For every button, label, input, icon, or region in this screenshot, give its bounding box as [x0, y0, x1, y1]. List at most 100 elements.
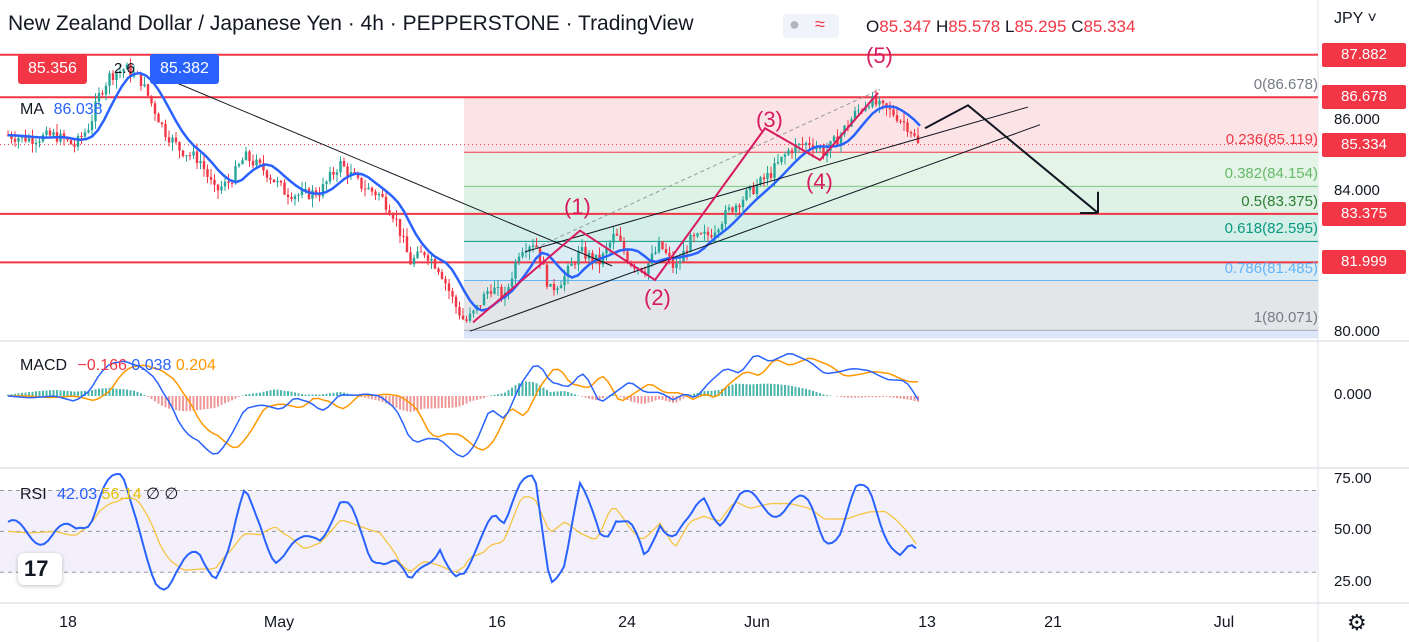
macd-histogram-bar	[378, 396, 380, 401]
candle-body	[454, 296, 458, 307]
macd-histogram-bar	[553, 391, 555, 396]
macd-label: MACD	[20, 357, 68, 374]
candle-body	[94, 101, 97, 122]
currency-selector[interactable]: JPY ˅	[1334, 10, 1377, 27]
candle-body	[195, 151, 199, 164]
ma-value: 86.038	[53, 101, 103, 118]
macd-histogram-bar	[406, 396, 408, 412]
macd-histogram-bar	[42, 390, 44, 396]
candle-body	[580, 247, 584, 252]
gear-icon[interactable]: ⚙	[1347, 610, 1367, 635]
candle-body	[185, 155, 188, 157]
candle-body	[741, 199, 745, 208]
candle-body	[507, 287, 510, 293]
candle-body	[90, 121, 94, 131]
candle-body	[447, 283, 451, 292]
candle-body	[853, 110, 857, 120]
candle-body	[38, 141, 41, 143]
candle-body	[451, 291, 454, 297]
low-key: L	[1004, 17, 1015, 36]
macd-histogram-bar	[819, 393, 821, 396]
macd-histogram-bar	[654, 396, 657, 401]
candle-body	[570, 263, 573, 266]
candle-body	[122, 69, 125, 72]
candle-body	[867, 106, 871, 108]
macd-histogram-bar	[546, 389, 548, 396]
macd-histogram-bar	[777, 384, 779, 396]
macd-histogram-bar	[262, 391, 265, 396]
macd-histogram-bar	[567, 392, 569, 396]
macd-legend: MACD −0.166 0.038 0.204	[20, 357, 216, 375]
macd-histogram-bar	[479, 396, 482, 399]
moving-average-line	[7, 71, 921, 312]
indicator-toggle-icon[interactable]: ● ≈	[783, 14, 839, 38]
rsi-value: 42.03	[57, 486, 98, 503]
candle-body	[899, 120, 902, 122]
macd-histogram-bar	[742, 383, 744, 396]
candle-body	[906, 122, 909, 132]
y-tick-label: 80.000	[1334, 322, 1380, 340]
candle-body	[101, 93, 104, 95]
candle-body	[297, 195, 300, 197]
candle-body	[685, 250, 689, 252]
fib-zone	[464, 152, 1318, 187]
candle-body	[626, 251, 629, 262]
candle-body	[752, 185, 755, 195]
candle-body	[304, 188, 307, 191]
candle-body	[794, 144, 797, 154]
macd-histogram-bar	[56, 390, 58, 396]
candle-body	[83, 132, 87, 137]
macd-histogram-bar	[448, 396, 450, 408]
buy-button[interactable]: 85.382	[150, 54, 219, 84]
candle-body	[223, 181, 227, 187]
macd-histogram-bar	[276, 389, 279, 396]
sell-button[interactable]: 85.356	[18, 54, 87, 84]
candle-body	[566, 265, 570, 277]
macd-histogram-bar	[542, 387, 545, 396]
candle-body	[524, 251, 528, 253]
fib-zone	[464, 213, 1318, 242]
candle-body	[227, 181, 230, 183]
candle-body	[153, 103, 157, 114]
rsi-tick-label: 50.00	[1334, 521, 1372, 539]
macd-histogram-bar	[749, 384, 751, 396]
macd-histogram-bar	[549, 391, 552, 396]
candle-body	[790, 150, 794, 154]
rsi-empty-1: ∅	[146, 486, 161, 503]
macd-histogram-bar	[112, 388, 114, 396]
candle-body	[594, 254, 598, 262]
macd-histogram-bar	[595, 396, 597, 401]
candle-body	[500, 286, 503, 299]
macd-histogram-bar	[728, 385, 730, 396]
candle-body	[731, 207, 734, 212]
candle-body	[139, 72, 143, 87]
macd-histogram-bar	[252, 393, 254, 396]
macd-histogram-bar	[66, 390, 69, 396]
macd-histogram-bar	[388, 396, 391, 405]
wave-label: (5)	[866, 42, 893, 68]
macd-histogram-bar	[283, 390, 286, 396]
macd-histogram-bar	[206, 396, 209, 409]
macd-histogram-bar	[759, 383, 762, 396]
macd-histogram-bar	[150, 396, 153, 399]
macd-histogram-bar	[885, 396, 888, 397]
macd-histogram-bar	[651, 396, 653, 402]
macd-histogram-bar	[416, 396, 419, 411]
candle-body	[283, 182, 286, 195]
candle-body	[356, 174, 360, 178]
macd-histogram-bar	[791, 386, 793, 396]
candle-body	[409, 252, 412, 265]
candle-body	[377, 193, 381, 196]
macd-histogram-bar	[581, 396, 583, 397]
candle-body	[423, 252, 426, 256]
candle-body	[34, 142, 38, 145]
macd-histogram-bar	[588, 396, 590, 399]
macd-histogram-bar	[637, 396, 639, 404]
macd-histogram-bar	[147, 396, 149, 397]
candle-body	[619, 235, 622, 241]
candle-body	[871, 96, 874, 107]
macd-histogram-bar	[525, 381, 527, 396]
macd-histogram-bar	[105, 388, 107, 396]
candle-body	[748, 185, 752, 191]
